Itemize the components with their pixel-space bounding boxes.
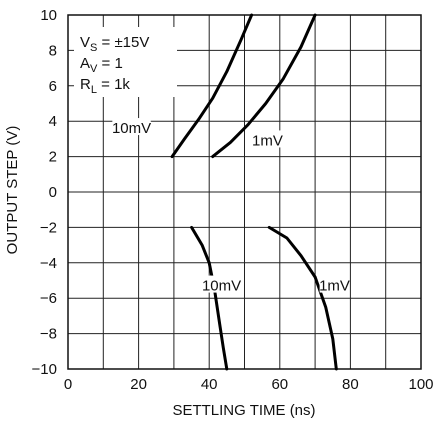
- x-axis-label: SETTLING TIME (ns): [172, 402, 315, 419]
- y-tick-label: 4: [49, 113, 57, 130]
- y-tick-labels: 10 8 6 4 2 0 −2 −4 −6 −8 −10: [32, 7, 57, 378]
- x-tick-label: 60: [271, 376, 288, 393]
- y-tick-label: 2: [49, 149, 57, 166]
- curve-annotation: 1mV: [252, 132, 283, 149]
- y-axis-label: OUTPUT STEP (V): [4, 126, 21, 255]
- x-tick-label: 20: [130, 376, 147, 393]
- y-tick-label: 6: [49, 78, 57, 95]
- y-tick-label: 10: [40, 7, 57, 24]
- annotation-background: [112, 118, 151, 136]
- y-tick-label: 8: [49, 42, 57, 59]
- legend-vs: VS = ±15V: [80, 34, 149, 54]
- curve-annotation: 1mV: [319, 278, 350, 295]
- y-tick-label: −6: [40, 290, 57, 307]
- legend-av: AV = 1: [80, 55, 123, 75]
- y-tick-label: −10: [32, 361, 57, 378]
- y-tick-label: 0: [49, 184, 57, 201]
- x-tick-labels: 0 20 40 60 80 100: [64, 376, 434, 393]
- y-tick-label: −8: [40, 326, 57, 343]
- legend-rl: RL = 1k: [80, 76, 130, 96]
- plot-border: [67, 14, 422, 370]
- x-tick-label: 40: [201, 376, 218, 393]
- series-line: [267, 225, 338, 371]
- annotation-background: [319, 275, 350, 293]
- series-line: [170, 13, 254, 159]
- y-tick-label: −4: [40, 255, 57, 272]
- y-tick-label: −2: [40, 219, 57, 236]
- x-tick-label: 0: [64, 376, 72, 393]
- plot-frame: [67, 14, 422, 370]
- annotation-background: [202, 275, 241, 293]
- annotation-background: [252, 130, 283, 148]
- legend-background: [74, 27, 177, 97]
- x-tick-label: 80: [342, 376, 359, 393]
- series-line: [211, 13, 317, 159]
- x-tick-label: 100: [408, 376, 433, 393]
- curve-annotation: 10mV: [202, 278, 241, 295]
- curve-annotations: 10mV 1mV 10mV 1mV: [112, 118, 350, 295]
- curve-annotation: 10mV: [112, 120, 151, 137]
- conditions-legend: VS = ±15V AV = 1 RL = 1k: [74, 27, 177, 97]
